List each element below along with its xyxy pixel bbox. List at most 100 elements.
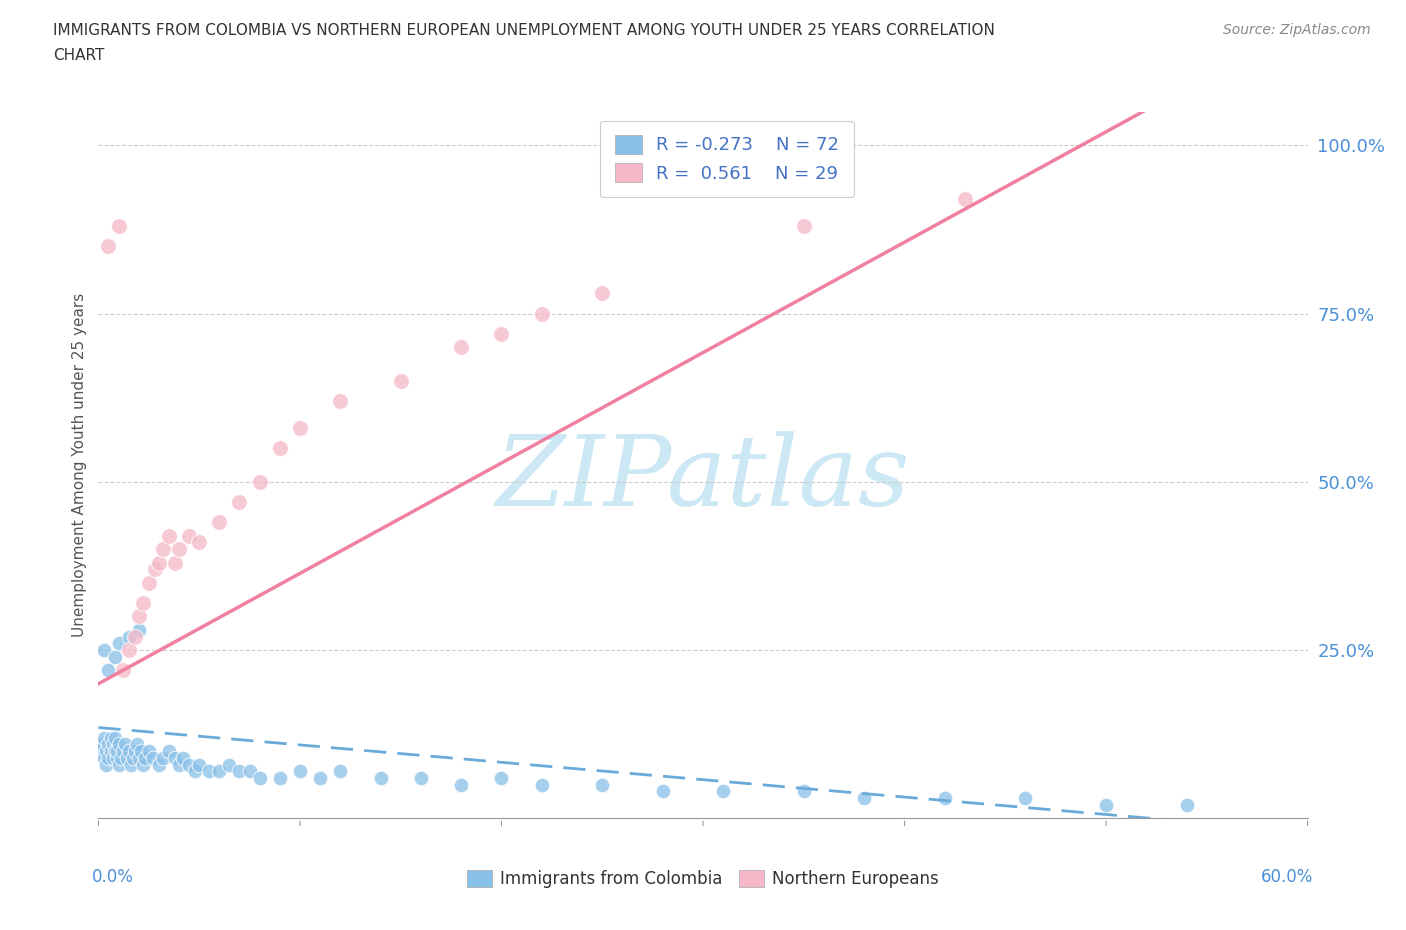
Point [188, 535, 211, 550]
Point [132, 595, 155, 610]
Point [100, 744, 122, 759]
Point [138, 744, 160, 759]
Point [184, 764, 207, 778]
Point [105, 744, 128, 759]
Point [163, 751, 186, 765]
Point [128, 609, 150, 624]
Point [249, 474, 271, 489]
Point [591, 777, 613, 792]
Point [1095, 798, 1118, 813]
Point [142, 751, 165, 765]
Point [107, 636, 129, 651]
Point [249, 771, 271, 786]
Point [218, 757, 240, 772]
Point [208, 515, 231, 530]
Point [93, 751, 115, 765]
Point [134, 751, 156, 765]
Point [107, 219, 129, 233]
Point [118, 643, 141, 658]
Text: CHART: CHART [53, 48, 105, 63]
Point [148, 555, 170, 570]
Point [143, 562, 166, 577]
Point [97, 663, 120, 678]
Point [110, 751, 132, 765]
Point [188, 757, 211, 772]
Point [450, 339, 472, 354]
Point [103, 649, 125, 664]
Point [120, 757, 142, 772]
Point [125, 737, 148, 751]
Point [101, 737, 124, 751]
Point [97, 737, 120, 751]
Point [793, 784, 815, 799]
Text: 0.0%: 0.0% [93, 868, 134, 886]
Text: ZIPatlas: ZIPatlas [496, 432, 910, 526]
Point [651, 784, 673, 799]
Point [179, 528, 201, 543]
Point [152, 541, 174, 556]
Point [288, 764, 311, 778]
Point [157, 744, 180, 759]
Point [157, 528, 180, 543]
Point [591, 286, 613, 300]
Point [89, 744, 111, 759]
Point [101, 751, 124, 765]
Point [103, 730, 125, 745]
Point [228, 495, 250, 510]
Point [389, 374, 412, 389]
Point [96, 744, 118, 759]
Point [114, 737, 136, 751]
Point [96, 757, 118, 772]
Text: Source: ZipAtlas.com: Source: ZipAtlas.com [1223, 23, 1371, 37]
Point [934, 790, 956, 805]
Point [93, 730, 115, 745]
Point [167, 541, 190, 556]
Point [138, 576, 160, 591]
Point [953, 192, 976, 206]
Point [148, 757, 170, 772]
Point [172, 751, 194, 765]
Text: IMMIGRANTS FROM COLOMBIA VS NORTHERN EUROPEAN UNEMPLOYMENT AMONG YOUTH UNDER 25 : IMMIGRANTS FROM COLOMBIA VS NORTHERN EUR… [53, 23, 995, 38]
Legend: Immigrants from Colombia, Northern Europeans: Immigrants from Colombia, Northern Europ… [460, 863, 946, 895]
Point [93, 643, 115, 658]
Point [118, 630, 141, 644]
Point [228, 764, 250, 778]
Point [107, 737, 129, 751]
Point [124, 744, 146, 759]
Point [118, 744, 141, 759]
Point [121, 751, 143, 765]
Point [198, 764, 221, 778]
Point [269, 441, 291, 456]
Point [1175, 798, 1198, 813]
Point [329, 764, 352, 778]
Point [91, 737, 114, 751]
Point [115, 751, 138, 765]
Point [853, 790, 876, 805]
Point [491, 771, 513, 786]
Point [128, 751, 150, 765]
Point [107, 757, 129, 772]
Point [370, 771, 392, 786]
Text: 60.0%: 60.0% [1261, 868, 1313, 886]
Y-axis label: Unemployment Among Youth under 25 years: Unemployment Among Youth under 25 years [72, 293, 87, 637]
Point [530, 777, 553, 792]
Point [111, 663, 134, 678]
Point [711, 784, 734, 799]
Point [124, 630, 146, 644]
Point [450, 777, 472, 792]
Point [208, 764, 231, 778]
Point [97, 751, 120, 765]
Point [103, 744, 125, 759]
Point [167, 757, 190, 772]
Point [239, 764, 262, 778]
Point [793, 219, 815, 233]
Point [491, 326, 513, 341]
Point [97, 239, 120, 254]
Point [105, 751, 128, 765]
Point [530, 306, 553, 321]
Point [152, 751, 174, 765]
Point [128, 622, 150, 637]
Point [1014, 790, 1036, 805]
Point [409, 771, 432, 786]
Point [329, 393, 352, 408]
